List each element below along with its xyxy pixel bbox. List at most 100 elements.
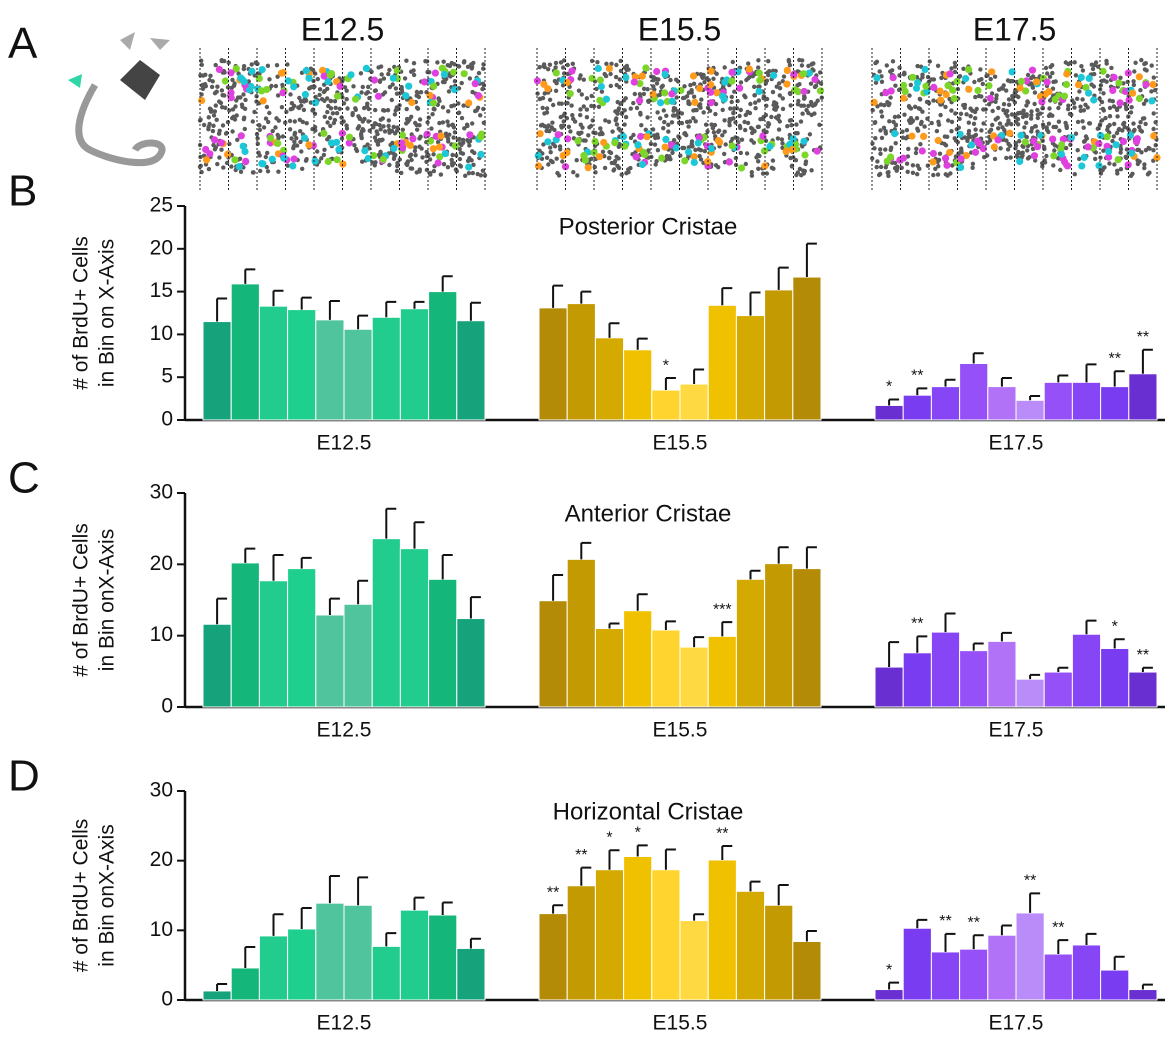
cell-dot [406, 141, 414, 149]
cell-dot [370, 76, 379, 84]
cell-dot [764, 171, 770, 176]
cell-dot [356, 114, 361, 119]
cell-dot [809, 168, 814, 173]
cell-dot [261, 125, 267, 130]
cell-dot [345, 139, 353, 147]
cell-dot [637, 92, 643, 97]
cell-dot [766, 142, 774, 151]
cell-dot [997, 121, 1003, 126]
error-bar [608, 849, 620, 870]
y-tick-label: 30 [150, 481, 173, 504]
cell-dot [308, 100, 314, 105]
cell-dot [1006, 129, 1014, 137]
cell-dot [315, 76, 320, 82]
cell-dot [984, 73, 989, 79]
cell-dot [1112, 121, 1117, 127]
cell-dot [684, 94, 690, 99]
cell-dot [936, 164, 941, 169]
cell-dot [568, 129, 573, 134]
cell-dot [438, 64, 446, 72]
error-bar [1057, 374, 1069, 383]
cell-dot [561, 119, 566, 124]
cell-dot [215, 65, 223, 74]
bar [651, 869, 681, 1001]
cell-dot [691, 116, 696, 121]
cell-dot [536, 130, 544, 138]
bar [1100, 648, 1130, 708]
significance-label: * [886, 962, 892, 979]
cell-dot [345, 133, 354, 141]
error-bar [580, 866, 592, 886]
cell-dot [418, 90, 424, 95]
cell-dot [713, 89, 721, 97]
cell-dot [1045, 88, 1053, 96]
cell-dot [211, 136, 219, 144]
cell-dot [1151, 126, 1156, 132]
cell-dot [578, 107, 583, 112]
cell-dot [961, 66, 966, 72]
cell-dot [541, 63, 546, 69]
cell-dot [405, 82, 413, 90]
cell-dot [709, 122, 714, 127]
cell-dot [996, 126, 1001, 131]
cell-dot [770, 89, 776, 95]
cell-dot [649, 90, 657, 98]
cell-dot [321, 152, 327, 158]
cell-dot [672, 113, 677, 118]
cell-dot [265, 169, 271, 174]
cell-dot [1142, 165, 1147, 171]
cell-dot [912, 84, 921, 92]
cell-dot [456, 110, 462, 115]
cell-dot [210, 79, 215, 84]
cell-dot [254, 132, 260, 137]
cell-dot [746, 61, 751, 66]
cell-dot [957, 155, 965, 163]
cell-dot [249, 62, 254, 67]
canal-shape [75, 83, 166, 167]
cell-dot [232, 65, 240, 73]
error-bar [441, 901, 453, 916]
cell-dot [879, 114, 885, 119]
cell-dot [1115, 114, 1120, 119]
cell-dot [294, 136, 299, 141]
cell-dot [632, 153, 640, 161]
cell-dot [303, 158, 309, 163]
significance-label: ** [1052, 919, 1064, 936]
error-bar [1000, 924, 1012, 936]
cell-dot [460, 70, 468, 78]
cell-dot [875, 159, 880, 164]
cell-dot [366, 119, 371, 124]
cell-dot [1097, 132, 1105, 140]
cell-dot [766, 122, 772, 127]
error-bar [1029, 395, 1041, 401]
cell-dot [933, 166, 938, 171]
cell-dot [289, 101, 295, 106]
cell-dot [449, 157, 454, 163]
error-bar [1085, 619, 1097, 635]
cell-dot [238, 169, 244, 174]
cell-dot [544, 138, 552, 146]
cell-dot [1060, 92, 1069, 100]
cell-dot [351, 84, 356, 89]
cell-dot [783, 80, 791, 88]
cell-dot [942, 154, 950, 162]
cell-dot [240, 78, 248, 86]
cell-dot [641, 91, 647, 97]
cell-dot [1126, 128, 1132, 133]
cell-dot [714, 71, 719, 77]
cell-dot [1052, 143, 1058, 148]
cell-dot [760, 171, 766, 176]
cell-dot [628, 106, 633, 111]
cell-dot [765, 70, 770, 75]
cell-dot [707, 81, 715, 89]
cell-dot [395, 125, 400, 130]
cell-dot [686, 145, 691, 150]
cell-dot [707, 145, 715, 153]
cell-dot [1008, 155, 1013, 160]
cell-dot [1050, 62, 1055, 68]
cell-dot [550, 159, 555, 165]
cell-dot [1082, 83, 1090, 92]
cell-dot [267, 77, 272, 82]
cell-dot [904, 128, 910, 133]
bar [538, 307, 568, 421]
